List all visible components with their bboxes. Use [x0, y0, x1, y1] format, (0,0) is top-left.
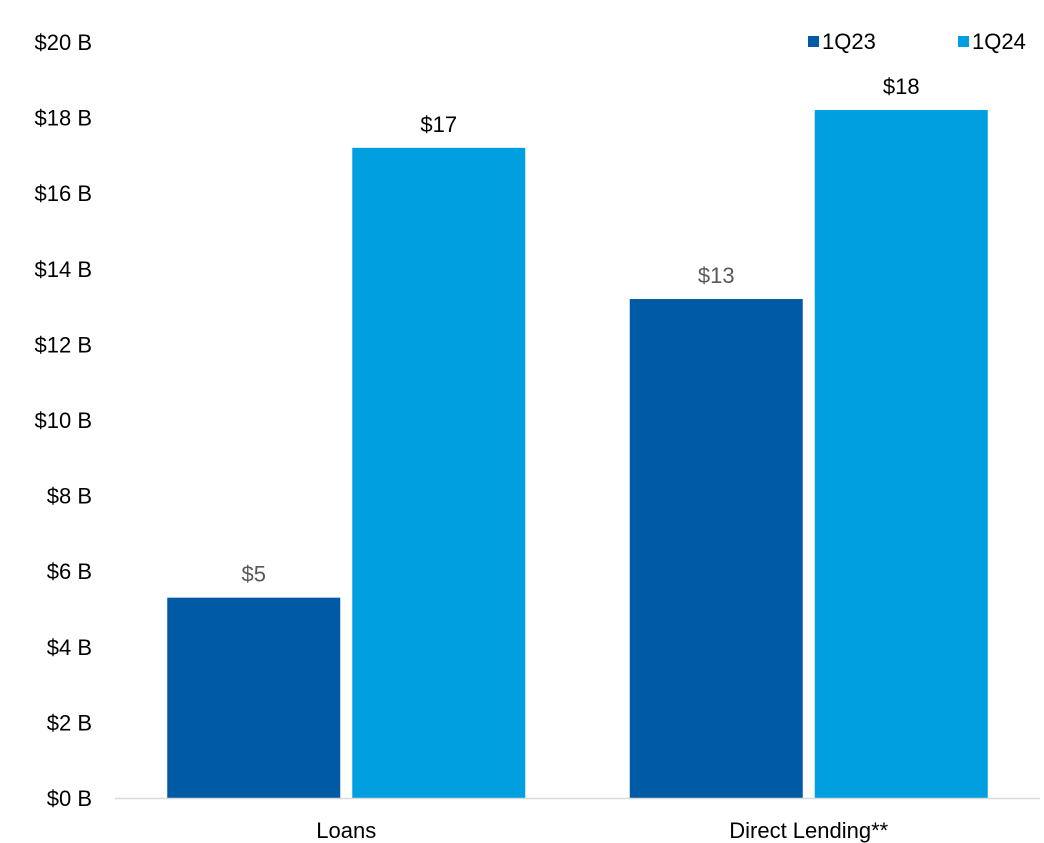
legend: 1Q23 1Q24	[808, 29, 1026, 54]
y-tick-label: $12 B	[35, 332, 93, 357]
bar-1q23	[167, 597, 341, 798]
data-label: $17	[420, 112, 457, 137]
legend-label: 1Q24	[972, 29, 1026, 54]
bar-1q24	[814, 110, 988, 799]
y-tick-label: $16 B	[35, 181, 93, 206]
y-tick-label: $10 B	[35, 408, 93, 433]
bar-1q23	[629, 299, 803, 798]
data-label: $18	[883, 74, 920, 99]
legend-label: 1Q23	[822, 29, 876, 54]
y-tick-label: $2 B	[47, 710, 92, 735]
x-axis: Loans Direct Lending**	[115, 797, 1040, 843]
y-tick-label: $20 B	[35, 30, 93, 55]
y-tick-label: $4 B	[47, 635, 92, 660]
y-tick-label: $18 B	[35, 106, 93, 131]
legend-swatch	[808, 36, 819, 47]
data-labels: $5 $17 $13 $18	[242, 74, 920, 587]
bars	[167, 110, 988, 799]
y-tick-label: $8 B	[47, 484, 92, 509]
data-label: $13	[698, 263, 735, 288]
y-tick-label: $0 B	[47, 786, 92, 811]
bar-1q24	[352, 147, 526, 799]
y-tick-label: $6 B	[47, 559, 92, 584]
y-tick-label: $14 B	[35, 257, 93, 282]
x-tick-label: Loans	[316, 818, 376, 843]
data-label: $5	[242, 562, 266, 587]
legend-swatch	[958, 36, 969, 47]
x-tick-label: Direct Lending**	[729, 818, 888, 843]
y-axis: $0 B $2 B $4 B $6 B $8 B $10 B $12 B $14 B $16 B…	[35, 30, 93, 811]
